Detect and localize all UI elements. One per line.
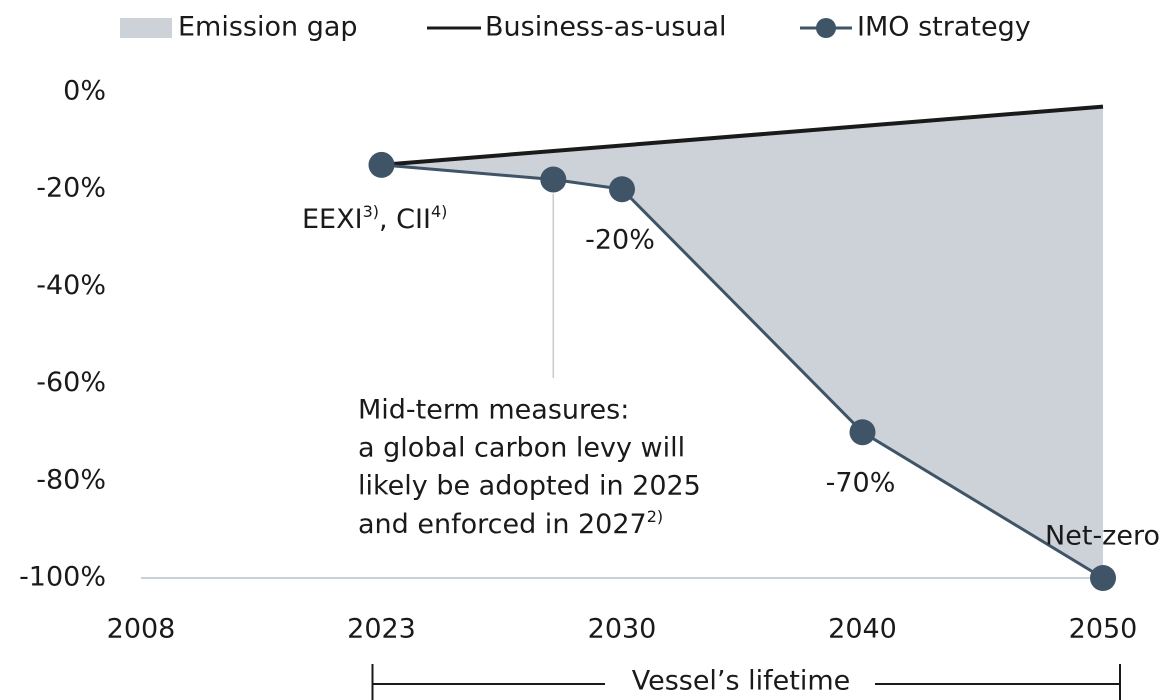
annotation-part: and enforced in 2027 xyxy=(358,509,647,540)
annotation-part: EEXI xyxy=(302,204,363,235)
legend-label: Business-as-usual xyxy=(485,12,727,43)
y-tick-label: -40% xyxy=(36,270,106,301)
x-tick-label: 2050 xyxy=(1069,614,1138,645)
legend-swatch xyxy=(816,18,836,38)
bracket-label: Vessel’s lifetime xyxy=(632,666,851,697)
y-tick-label: -80% xyxy=(36,464,106,495)
data-point xyxy=(609,176,635,203)
annotation: Mid-term measures: xyxy=(358,395,629,426)
data-point xyxy=(540,166,567,193)
x-tick-label: 2030 xyxy=(588,614,657,645)
annotation-part: 3) xyxy=(363,202,379,221)
series-line xyxy=(381,104,1104,167)
y-tick-label: -60% xyxy=(36,367,106,398)
emission-gap-area xyxy=(381,106,1103,578)
data-point xyxy=(849,419,876,446)
annotation: likely be adopted in 2025 xyxy=(358,471,701,502)
y-tick-label: 0% xyxy=(63,76,106,107)
legend-label: IMO strategy xyxy=(857,12,1031,43)
y-tick-label: -20% xyxy=(36,173,106,204)
x-tick-label: 2023 xyxy=(347,614,416,645)
annotation: a global carbon levy will xyxy=(358,433,685,464)
data-label: -70% xyxy=(826,468,896,499)
legend-swatch xyxy=(120,18,172,38)
y-tick-label: -100% xyxy=(19,562,106,593)
annotation: Net-zero xyxy=(1045,521,1160,552)
annotation-part: , CII xyxy=(379,204,431,235)
x-tick-label: 2008 xyxy=(107,614,176,645)
annotation-part: 2) xyxy=(647,507,663,526)
legend-label: Emission gap xyxy=(178,12,358,43)
annotation: EEXI3), CII4) xyxy=(302,202,447,235)
x-tick-label: 2040 xyxy=(828,614,897,645)
annotation: and enforced in 20272) xyxy=(358,507,663,540)
data-point xyxy=(368,151,395,178)
annotation-part: 4) xyxy=(431,202,447,221)
data-label: -20% xyxy=(585,225,655,256)
data-point xyxy=(1090,565,1116,591)
